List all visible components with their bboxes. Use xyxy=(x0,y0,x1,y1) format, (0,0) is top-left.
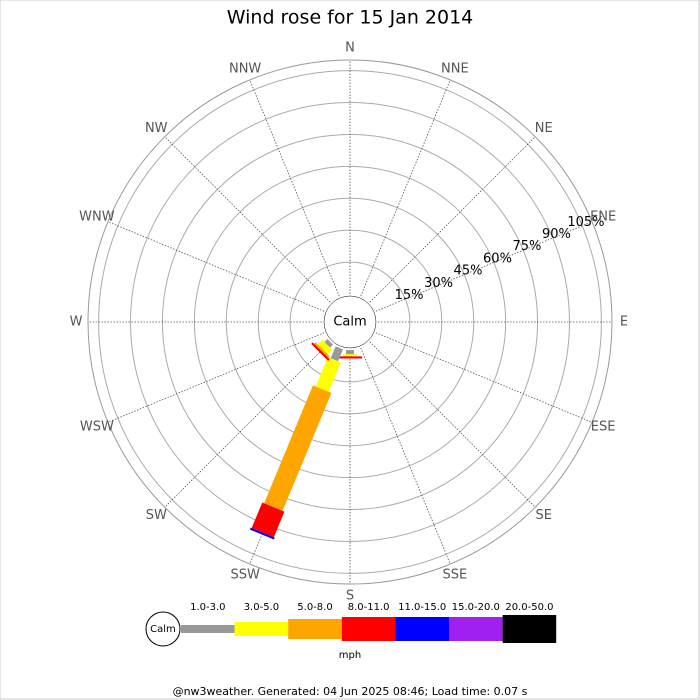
direction-label: NNW xyxy=(229,61,261,76)
r-tick-label: 45% xyxy=(454,264,483,279)
grid-ring xyxy=(225,197,475,447)
calm-label: Calm xyxy=(333,315,366,330)
legend-label: 20.0-50.0 xyxy=(505,602,553,613)
spoke xyxy=(360,347,451,565)
direction-label: N xyxy=(345,41,355,56)
wind-bar xyxy=(346,350,354,355)
wind-bar xyxy=(324,338,334,348)
wind-bar xyxy=(314,342,330,358)
r-tick-label: 30% xyxy=(424,276,453,291)
wind-bar xyxy=(317,339,333,355)
direction-label: SW xyxy=(146,508,167,523)
wind-bar xyxy=(264,385,332,511)
direction-label: S xyxy=(346,589,354,604)
r-tick-label: 90% xyxy=(542,227,571,242)
footer: @nw3weather. Generated: 04 Jun 2025 08:4… xyxy=(173,685,528,698)
wind-bar xyxy=(330,346,343,362)
direction-label: ESE xyxy=(591,419,616,434)
grid-ring xyxy=(193,165,507,479)
legend-label: 11.0-15.0 xyxy=(398,602,446,613)
direction-label: NE xyxy=(535,121,553,136)
wind-bar xyxy=(311,342,330,361)
legend-swatch xyxy=(395,617,449,641)
direction-label: SSE xyxy=(442,568,467,583)
calm-circle xyxy=(323,295,377,349)
direction-label: WNW xyxy=(79,210,115,225)
spoke xyxy=(369,136,536,303)
outer-ring xyxy=(87,59,613,585)
legend-label: 3.0-5.0 xyxy=(244,602,279,613)
legend-label: 1.0-3.0 xyxy=(190,602,225,613)
legend-swatch xyxy=(341,617,396,641)
direction-label: WSW xyxy=(80,419,114,434)
legend-calm-label: Calm xyxy=(150,624,176,635)
r-tick-label: 15% xyxy=(395,288,424,303)
spoke xyxy=(164,341,331,508)
chart-title: Wind rose for 15 Jan 2014 xyxy=(227,7,474,29)
spoke xyxy=(164,136,331,303)
r-tick-label: 60% xyxy=(483,251,512,266)
direction-label: NW xyxy=(145,121,168,136)
direction-label: ENE xyxy=(590,210,616,225)
direction-label: SSW xyxy=(230,568,260,583)
spoke xyxy=(249,79,340,297)
direction-label: W xyxy=(70,315,83,330)
legend-swatch xyxy=(449,617,503,641)
direction-label: SE xyxy=(536,508,552,523)
unit-label: mph xyxy=(339,650,361,661)
wind-bar xyxy=(249,527,275,540)
legend-swatch xyxy=(234,622,289,636)
legend-label: 8.0-11.0 xyxy=(348,602,390,613)
spoke xyxy=(107,332,325,423)
r-tick-label: 105% xyxy=(567,215,604,230)
grid-ring xyxy=(130,102,570,542)
legend-swatch xyxy=(502,615,557,643)
legend-swatch xyxy=(181,625,235,633)
spoke xyxy=(107,221,325,312)
spoke xyxy=(360,79,451,297)
wind-bar xyxy=(315,356,341,392)
spoke xyxy=(369,341,536,508)
legend-label: 15.0-20.0 xyxy=(452,602,500,613)
wind-bar xyxy=(251,502,285,538)
wind-bar xyxy=(343,354,357,357)
spoke xyxy=(375,332,593,423)
legend-calm xyxy=(145,611,181,647)
legend-swatch xyxy=(288,619,342,639)
direction-label: E xyxy=(620,315,628,330)
r-tick-label: 75% xyxy=(513,239,542,254)
wind-bar xyxy=(338,356,362,359)
spoke xyxy=(375,221,593,312)
direction-label: NNE xyxy=(441,61,469,76)
grid-ring xyxy=(289,261,411,383)
legend-label: 5.0-8.0 xyxy=(297,602,332,613)
